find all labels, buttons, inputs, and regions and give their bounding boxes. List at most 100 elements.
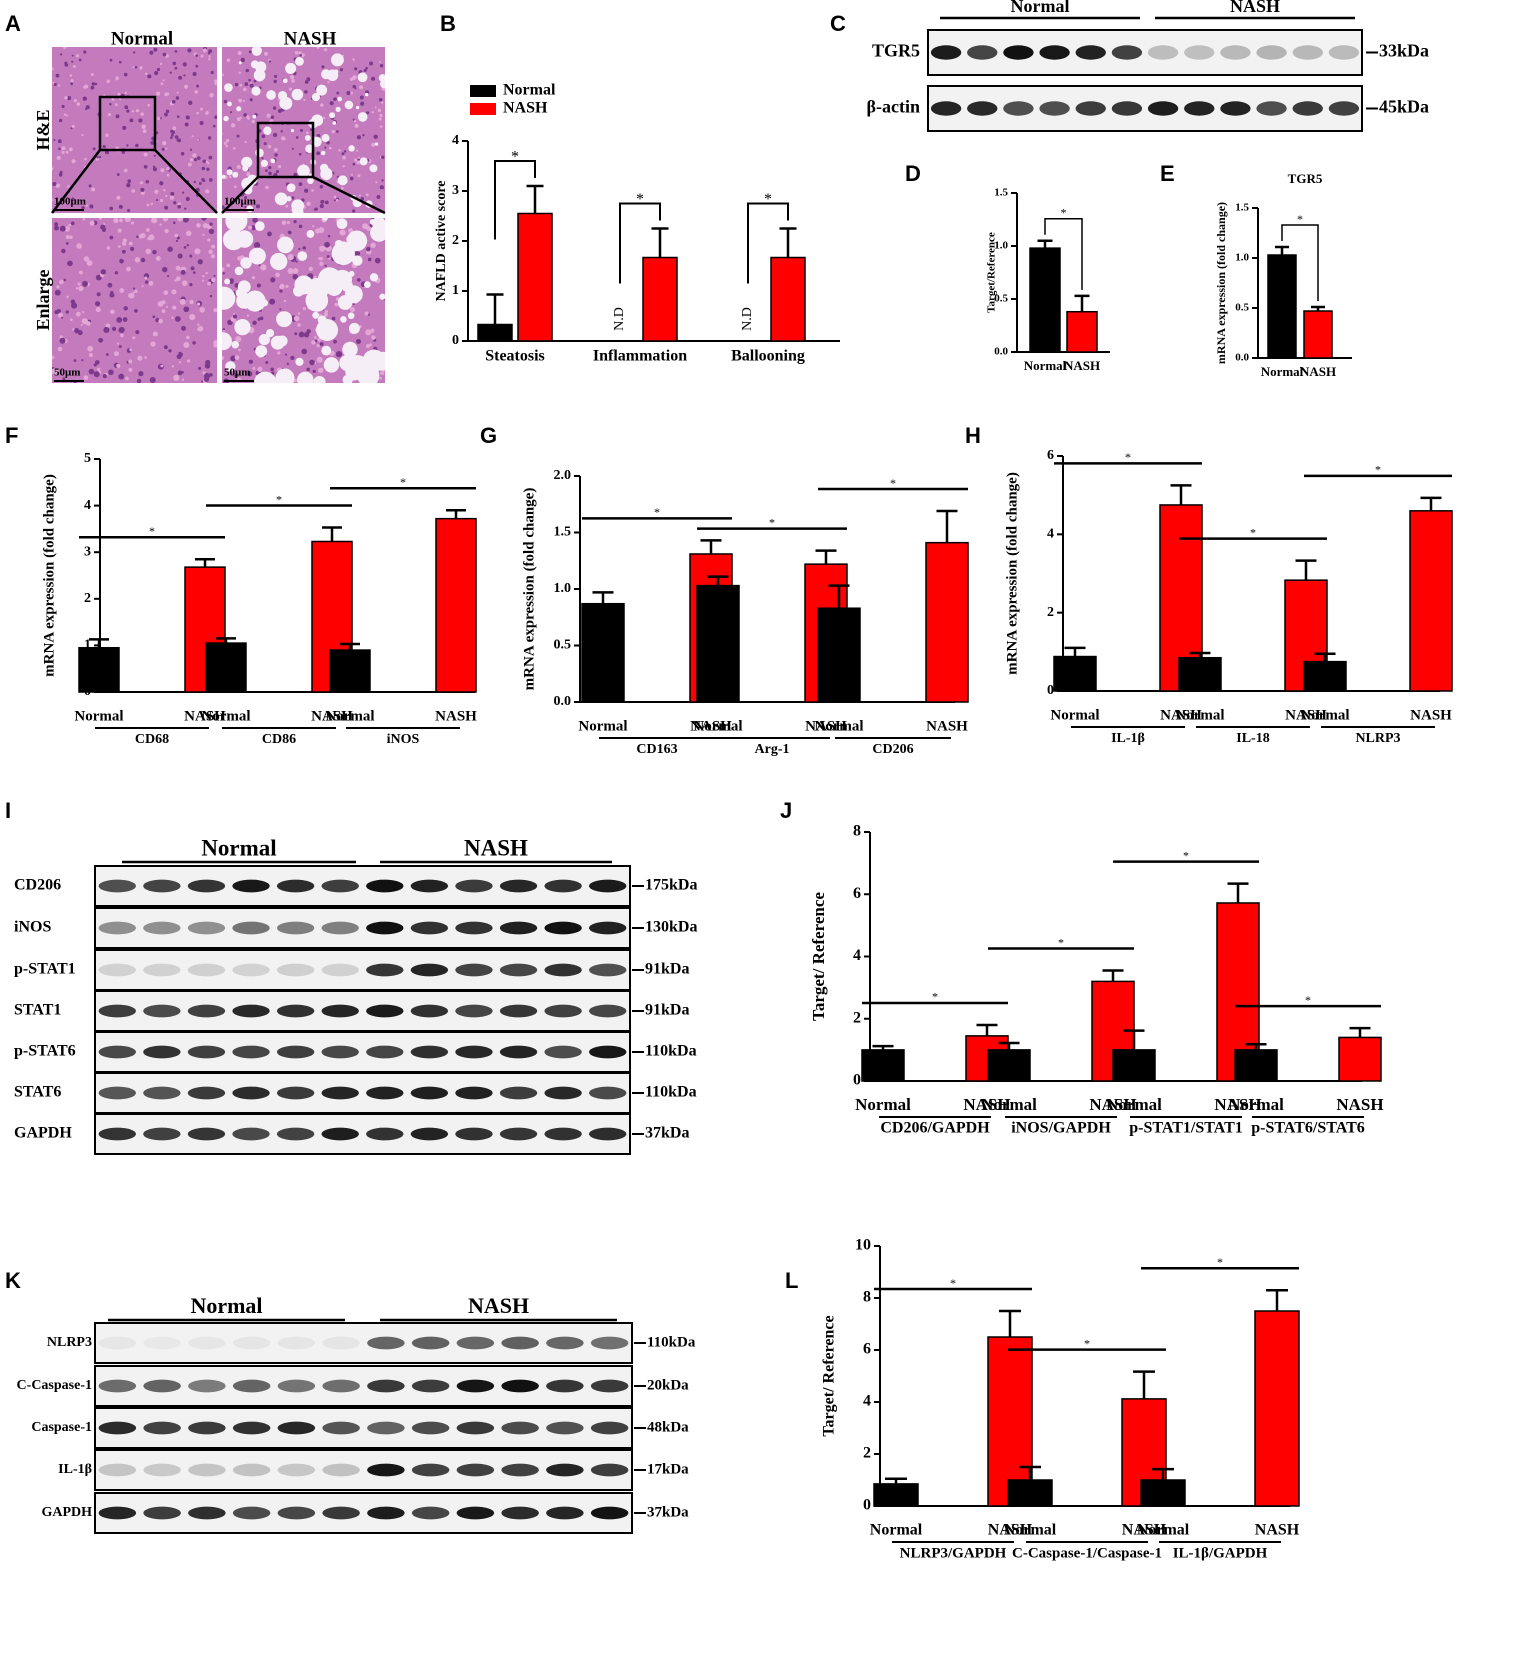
nucleus — [207, 281, 212, 286]
nucleus — [95, 157, 99, 161]
nucleus — [201, 380, 204, 383]
lipid-droplet — [232, 171, 239, 178]
band — [187, 1045, 226, 1059]
band — [367, 1421, 405, 1435]
nucleus — [202, 279, 205, 282]
nucleus — [359, 95, 364, 100]
bar — [1234, 1049, 1278, 1082]
error-bar — [1311, 305, 1325, 311]
nucleus — [196, 138, 200, 141]
label: Normal — [190, 1293, 262, 1318]
nucleus — [378, 98, 383, 102]
x-tick-label: Normal — [870, 1522, 923, 1539]
nucleus — [250, 225, 257, 231]
nucleus — [256, 283, 261, 288]
blot-label: p-STAT1 — [14, 961, 76, 978]
nucleus — [163, 189, 166, 192]
nucleus — [96, 156, 99, 159]
nucleus — [202, 223, 208, 229]
nucleus — [54, 310, 59, 315]
nucleus — [158, 318, 163, 324]
nucleus — [197, 259, 203, 265]
band — [143, 1086, 181, 1100]
nucleus — [100, 269, 107, 275]
nucleus — [311, 189, 314, 192]
error-bar — [700, 539, 722, 554]
nucleus — [58, 118, 63, 123]
nucleus — [312, 369, 316, 373]
nucleus — [371, 110, 375, 114]
nucleus — [243, 113, 248, 117]
band — [499, 1127, 538, 1141]
nucleus — [189, 148, 193, 151]
nucleus — [316, 151, 321, 156]
nucleus — [174, 279, 177, 282]
nucleus — [150, 341, 156, 347]
nucleus — [193, 180, 197, 184]
x-tick-label: NASH — [1410, 707, 1452, 723]
bar — [642, 256, 678, 342]
y-axis-label: mRNA expression (fold change) — [1214, 202, 1228, 364]
nucleus — [143, 152, 148, 157]
nucleus — [306, 201, 311, 206]
nucleus — [274, 153, 278, 157]
nucleus — [65, 234, 70, 240]
panel-letter: D — [905, 161, 921, 186]
nucleus — [70, 127, 73, 130]
error-bar — [1245, 1043, 1267, 1050]
nucleus — [335, 350, 343, 358]
nucleus — [98, 218, 103, 220]
nucleus — [195, 54, 199, 57]
error-bar — [446, 509, 466, 519]
nucleus — [356, 149, 359, 152]
nucleus — [339, 68, 343, 72]
nucleus — [371, 76, 376, 81]
lipid-droplet — [312, 311, 320, 319]
band — [546, 1336, 584, 1350]
lipid-droplet — [234, 266, 244, 276]
nucleus — [69, 74, 73, 77]
nucleus — [202, 48, 207, 53]
nucleus — [342, 155, 346, 160]
label: NASH — [468, 1293, 529, 1318]
significance-label: * — [1305, 993, 1311, 1007]
band — [321, 1086, 359, 1100]
lipid-droplet — [222, 286, 236, 310]
nucleus — [159, 181, 164, 186]
nucleus — [291, 147, 294, 150]
nucleus — [226, 58, 231, 62]
nucleus — [208, 55, 211, 58]
panel-letter: E — [1160, 161, 1175, 186]
nucleus — [247, 371, 253, 377]
nucleus — [352, 58, 355, 61]
blot-size: 48kDa — [647, 1419, 689, 1435]
nucleus — [268, 60, 272, 63]
panel-letter: K — [5, 1268, 21, 1293]
nucleus — [182, 62, 187, 67]
band — [456, 1421, 495, 1435]
nucleus — [328, 146, 332, 150]
band — [232, 1506, 271, 1520]
nucleus — [52, 198, 54, 202]
nucleus — [205, 189, 210, 194]
nucleus — [234, 82, 239, 87]
nucleus — [134, 308, 138, 313]
nucleus — [267, 231, 272, 237]
nucleus — [267, 144, 272, 149]
band — [967, 101, 998, 116]
band — [410, 1086, 449, 1100]
x-tick-label: Normal — [1004, 1522, 1057, 1539]
lipid-droplet — [277, 91, 288, 101]
lipid-droplet — [347, 312, 355, 320]
band — [321, 1045, 359, 1059]
nucleus — [123, 306, 128, 311]
band — [276, 1045, 315, 1059]
lipid-droplet — [275, 368, 295, 383]
nucleus — [253, 242, 261, 249]
nucleus — [55, 73, 60, 78]
nucleus — [128, 359, 133, 364]
nucleus — [186, 243, 190, 247]
band — [367, 1463, 405, 1477]
band — [456, 1463, 495, 1477]
y-tick-label: 4 — [1047, 527, 1054, 542]
